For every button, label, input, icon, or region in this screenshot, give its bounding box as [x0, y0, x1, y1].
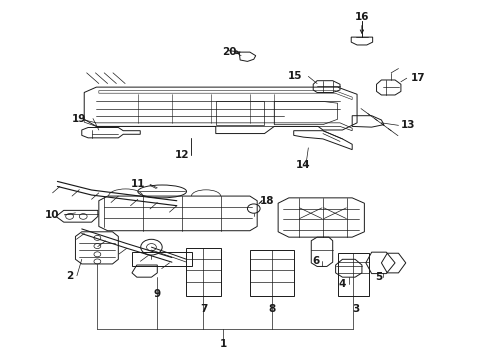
- Text: 10: 10: [45, 210, 59, 220]
- Text: 18: 18: [260, 196, 274, 206]
- Text: 5: 5: [375, 272, 383, 282]
- Text: 2: 2: [66, 271, 74, 281]
- Text: 1: 1: [220, 339, 227, 349]
- Text: 15: 15: [288, 71, 302, 81]
- Text: 14: 14: [296, 160, 311, 170]
- Text: 6: 6: [312, 256, 319, 266]
- Text: 16: 16: [355, 13, 369, 22]
- Text: 12: 12: [174, 150, 189, 160]
- Text: 3: 3: [352, 304, 360, 314]
- Text: 13: 13: [401, 120, 416, 130]
- Text: 20: 20: [222, 47, 237, 57]
- Text: 9: 9: [154, 289, 161, 298]
- Text: 17: 17: [411, 73, 425, 83]
- Text: 8: 8: [268, 304, 275, 314]
- Text: 7: 7: [200, 304, 207, 314]
- Text: 4: 4: [339, 279, 346, 289]
- Text: 11: 11: [131, 179, 145, 189]
- Text: 19: 19: [73, 113, 87, 123]
